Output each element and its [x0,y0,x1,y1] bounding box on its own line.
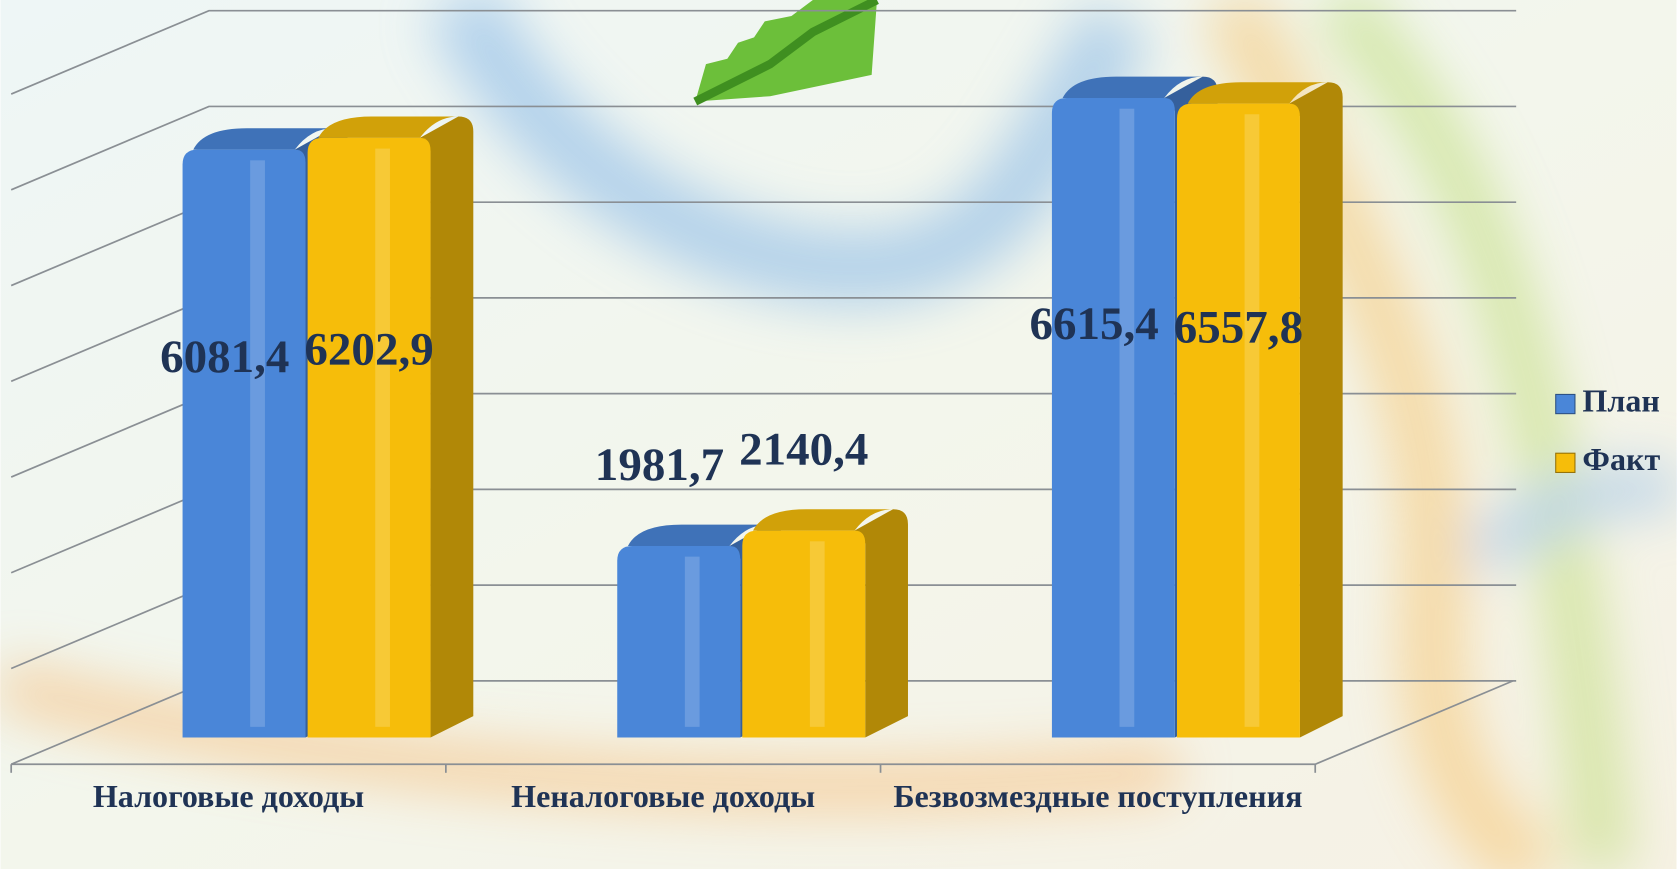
bar [308,117,474,738]
bar-front [1177,104,1300,738]
bar-front [742,531,865,738]
data-label: 1981,7 [595,439,724,491]
data-label: 6557,8 [1174,302,1303,354]
bar-front [1052,98,1175,738]
legend-swatch [1556,394,1575,413]
legend-label: План [1582,382,1659,418]
bar [1177,82,1343,737]
x-tick-label: Неналоговые доходы [511,778,815,814]
x-tick-label: Безвозмездные поступления [893,778,1302,814]
chart: Налоговые доходы 6081,4 6202,9 Неналоговые … [0,0,1677,869]
page: {"chart_data": {"type": "bar3d", "catego… [0,0,1677,869]
x-tick-label: Налоговые доходы [93,778,364,814]
data-label: 6202,9 [304,324,433,376]
bar-front [617,546,740,738]
bar-highlight [810,541,825,727]
bar-front [308,138,431,738]
legend-swatch [1556,453,1575,472]
bar-highlight [375,149,390,727]
bar-front [183,150,306,738]
bar-highlight [685,557,700,727]
data-label: 6615,4 [1029,298,1158,350]
data-label: 6081,4 [160,331,289,383]
legend-label: Факт [1582,441,1660,477]
data-label: 2140,4 [739,423,868,475]
bar-highlight [1245,114,1260,727]
bar-highlight [1120,109,1135,727]
bar-highlight [250,160,265,727]
bar [742,509,908,737]
